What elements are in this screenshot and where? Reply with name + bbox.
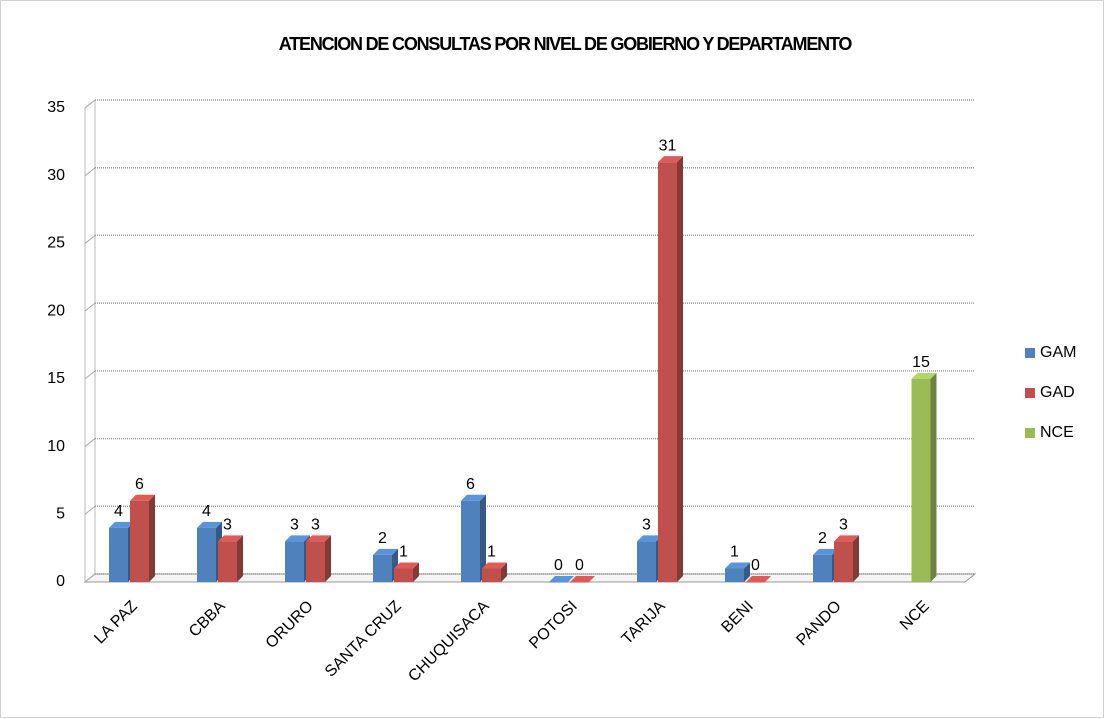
bar-top bbox=[725, 562, 750, 569]
data-label: 1 bbox=[399, 544, 408, 561]
y-tick-label: 5 bbox=[56, 506, 65, 523]
bar-top bbox=[461, 494, 486, 501]
legend-swatch bbox=[1025, 388, 1035, 398]
data-label: 1 bbox=[487, 544, 496, 561]
data-label: 3 bbox=[311, 517, 320, 534]
bar bbox=[813, 554, 832, 582]
bar-top bbox=[130, 494, 155, 501]
y-tick-label: 15 bbox=[47, 370, 65, 387]
bar-side bbox=[149, 494, 155, 582]
bar-top bbox=[306, 535, 331, 542]
bar bbox=[570, 582, 589, 583]
bar bbox=[637, 541, 656, 582]
data-label: 6 bbox=[466, 476, 475, 493]
bar bbox=[373, 554, 392, 582]
grid-depth bbox=[84, 235, 96, 244]
data-label: 3 bbox=[642, 517, 651, 534]
legend-label: NCE bbox=[1040, 424, 1074, 441]
bar-top bbox=[109, 521, 134, 528]
data-label: 6 bbox=[135, 476, 144, 493]
data-label: 2 bbox=[818, 530, 827, 547]
data-label: 0 bbox=[751, 557, 760, 574]
chart-title: ATENCION DE CONSULTAS POR NIVEL DE GOBIE… bbox=[279, 34, 853, 54]
data-label: 0 bbox=[554, 557, 563, 574]
bar-top bbox=[394, 562, 419, 569]
bar-top bbox=[373, 548, 398, 555]
data-label: 3 bbox=[839, 517, 848, 534]
grid-depth bbox=[84, 99, 96, 109]
bar-top bbox=[637, 535, 662, 542]
grid-depth bbox=[84, 573, 96, 583]
y-tick-label: 30 bbox=[47, 167, 65, 184]
bar-side bbox=[413, 562, 419, 582]
bar bbox=[218, 541, 237, 582]
data-label: 3 bbox=[290, 517, 299, 534]
bar-side bbox=[930, 372, 937, 582]
bar-top bbox=[197, 521, 222, 528]
bar-top bbox=[285, 535, 310, 542]
bar bbox=[461, 500, 480, 582]
y-tick-label: 35 bbox=[47, 99, 65, 116]
bar bbox=[197, 527, 216, 582]
grid-depth bbox=[84, 505, 96, 515]
bar-top bbox=[218, 535, 243, 542]
bar bbox=[549, 582, 568, 583]
bar bbox=[834, 541, 853, 582]
bar-side bbox=[744, 562, 750, 582]
bar-top bbox=[549, 576, 574, 582]
legend-swatch bbox=[1025, 348, 1035, 358]
bar bbox=[130, 500, 149, 582]
legend-label: GAM bbox=[1040, 344, 1076, 361]
grid-depth bbox=[84, 167, 96, 177]
y-tick-label: 10 bbox=[47, 438, 65, 455]
bar bbox=[482, 568, 501, 582]
legend-label: GAD bbox=[1040, 384, 1075, 401]
bar-top bbox=[834, 535, 859, 542]
bar bbox=[746, 582, 765, 583]
data-label: 1 bbox=[730, 544, 739, 561]
data-label: 15 bbox=[912, 354, 930, 371]
bar-top bbox=[482, 562, 507, 569]
grid-depth bbox=[84, 302, 96, 312]
bar-side bbox=[501, 562, 507, 582]
bar bbox=[725, 568, 744, 582]
bar-top bbox=[570, 576, 595, 582]
bar-side bbox=[237, 535, 243, 582]
bar bbox=[285, 541, 304, 582]
data-label: 2 bbox=[378, 530, 387, 547]
bar-side bbox=[480, 494, 486, 582]
bar bbox=[109, 527, 128, 582]
bar-side bbox=[853, 535, 859, 582]
legend-swatch bbox=[1025, 428, 1035, 438]
y-tick-label: 0 bbox=[56, 573, 65, 590]
data-label: 0 bbox=[575, 557, 584, 574]
bar-top bbox=[911, 372, 937, 379]
bar-top bbox=[813, 548, 838, 555]
data-label: 4 bbox=[202, 503, 211, 520]
y-tick-label: 20 bbox=[47, 302, 65, 319]
bar-top bbox=[746, 576, 771, 582]
bar bbox=[306, 541, 325, 582]
bar-side bbox=[325, 535, 331, 582]
bar-top bbox=[658, 156, 683, 163]
bar bbox=[658, 162, 677, 582]
data-label: 31 bbox=[659, 137, 677, 154]
grid-depth bbox=[84, 370, 96, 380]
bar bbox=[394, 568, 413, 582]
data-label: 4 bbox=[114, 503, 123, 520]
bar-side bbox=[677, 156, 683, 582]
y-tick-label: 25 bbox=[47, 235, 65, 252]
data-label: 3 bbox=[223, 517, 232, 534]
bar bbox=[911, 378, 931, 582]
grid-depth bbox=[84, 438, 96, 447]
